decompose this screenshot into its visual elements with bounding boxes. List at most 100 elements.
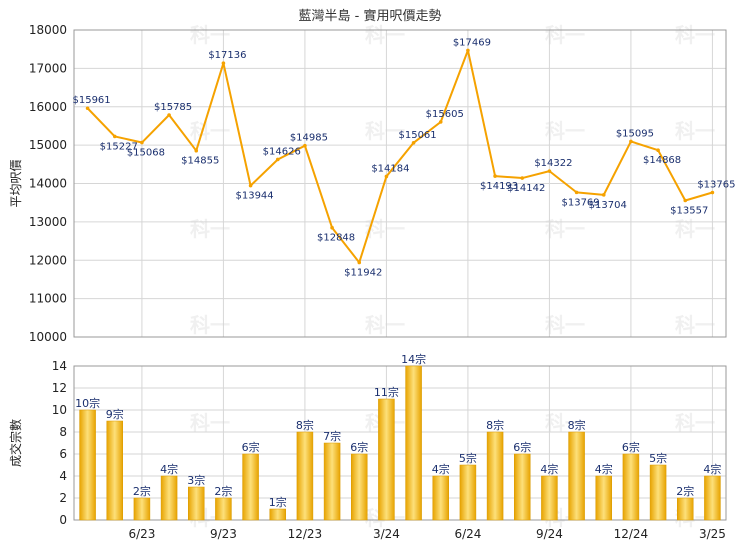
count-bar-label: 7宗	[323, 429, 341, 443]
count-bars	[79, 365, 721, 521]
price-point	[112, 134, 117, 139]
price-y-tick-label: 18000	[29, 23, 67, 37]
price-y-tick-label: 13000	[29, 215, 67, 229]
count-bar-label: 4宗	[160, 462, 178, 476]
price-y-tick-label: 10000	[29, 330, 67, 344]
watermark-text: 科一	[675, 23, 715, 47]
x-tick-label: 9/23	[210, 527, 237, 541]
count-y-tick-label: 10	[52, 403, 67, 417]
count-bar-label: 1宗	[269, 495, 287, 509]
price-point	[438, 120, 443, 124]
count-bar-label: 5宗	[649, 451, 667, 465]
price-point	[194, 148, 199, 153]
price-point	[384, 174, 389, 179]
price-point	[330, 225, 334, 230]
count-bar-label: 6宗	[513, 440, 531, 454]
count-y-tick-label: 0	[59, 513, 67, 527]
count-y-tick-label: 6	[59, 447, 67, 461]
count-bar	[133, 497, 151, 521]
watermark-text: 科一	[190, 411, 230, 435]
count-bar-label: 6宗	[622, 440, 640, 454]
chart-title: 藍灣半島 - 實用呎價走勢	[299, 8, 442, 24]
price-data-label: $15605	[426, 109, 464, 120]
watermark-text: 科一	[545, 23, 585, 47]
price-point	[601, 193, 606, 197]
count-bar-label: 9宗	[106, 407, 124, 421]
price-data-label: $15095	[616, 128, 654, 139]
price-data-label: $14142	[507, 183, 545, 194]
x-tick-label: 6/23	[128, 527, 155, 541]
price-data-label: $14322	[534, 158, 572, 169]
count-y-tick-label: 8	[59, 425, 67, 439]
count-bar-label: 11宗	[374, 385, 399, 399]
price-y-tick-label: 11000	[29, 292, 67, 306]
count-bar	[215, 497, 232, 521]
price-data-label: $17136	[208, 50, 246, 61]
price-data-label: $11942	[344, 267, 382, 278]
count-bar	[378, 398, 395, 521]
count-y-tick-label: 2	[59, 491, 67, 505]
price-data-label: $15227	[100, 141, 138, 152]
price-data-label: $14855	[181, 156, 219, 167]
count-y-tick-label: 14	[52, 359, 67, 373]
count-bar	[649, 464, 667, 521]
watermark-text: 科一	[190, 217, 230, 241]
price-point	[656, 148, 660, 152]
count-bar	[351, 453, 368, 521]
price-y-tick-label: 14000	[29, 177, 67, 191]
price-data-label: $13769	[561, 197, 599, 208]
count-bar	[486, 431, 504, 521]
price-data-label: $13765	[697, 180, 735, 191]
price-chart-grid	[73, 29, 727, 338]
watermark-text: 科一	[675, 119, 715, 143]
count-y-tick-label: 12	[52, 381, 67, 395]
price-point	[275, 157, 280, 162]
axes: 10000 11000 12000 13000 14000 15000 16000 17000…	[8, 23, 726, 541]
price-point	[221, 61, 226, 65]
price-point	[493, 174, 497, 178]
count-bar	[568, 431, 585, 521]
price-data-label: $13557	[670, 206, 708, 217]
count-bar	[269, 508, 286, 521]
price-point	[629, 139, 633, 144]
price-point	[574, 190, 579, 195]
price-y-axis-label: 平均呎價	[9, 159, 23, 207]
count-bar	[677, 497, 694, 521]
count-bar-label: 6宗	[350, 440, 368, 454]
count-bar	[323, 442, 341, 521]
count-y-tick-label: 4	[59, 469, 67, 483]
price-data-label: $15785	[154, 102, 192, 113]
watermark-text: 科一	[365, 23, 405, 47]
count-bar	[188, 486, 205, 521]
count-bar-label: 2宗	[676, 484, 694, 498]
count-bar-label: 4宗	[540, 462, 558, 476]
count-bar	[704, 475, 721, 521]
price-point	[85, 106, 90, 111]
count-bar	[514, 453, 531, 521]
price-point	[710, 190, 715, 195]
x-tick-label: 9/24	[536, 527, 563, 541]
count-bar-label: 4宗	[432, 462, 450, 476]
price-line	[85, 48, 715, 265]
count-bar	[595, 475, 612, 521]
price-data-label: $14868	[643, 155, 681, 166]
price-y-tick-label: 15000	[29, 138, 67, 152]
count-bar-label: 6宗	[242, 440, 260, 454]
watermark-text: 科一	[365, 313, 405, 337]
price-point	[248, 183, 253, 188]
price-point	[167, 113, 171, 117]
watermark-text: 科一	[545, 313, 585, 337]
count-bar	[622, 453, 640, 521]
price-point	[683, 198, 688, 203]
price-point	[466, 48, 470, 53]
price-y-tick-label: 12000	[29, 253, 67, 267]
count-bar	[432, 475, 449, 521]
price-point	[411, 140, 416, 145]
count-bar-label: 8宗	[296, 418, 314, 432]
watermark-text: 科一	[545, 411, 585, 435]
price-data-label: $12848	[317, 233, 355, 244]
price-data-label: $14626	[263, 146, 301, 157]
price-data-label: $14985	[290, 133, 328, 144]
